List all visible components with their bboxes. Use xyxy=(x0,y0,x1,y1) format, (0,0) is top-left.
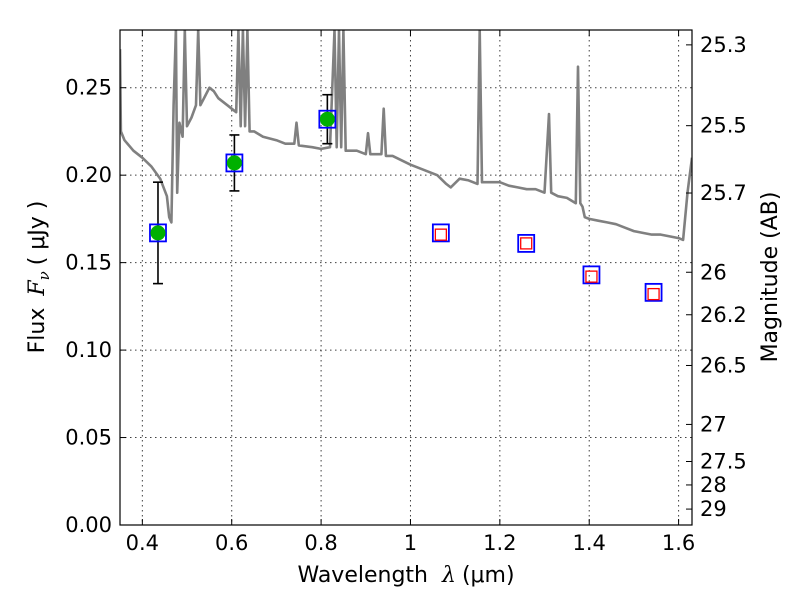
predicted-square xyxy=(647,287,660,301)
mag-tick-label: 28 xyxy=(700,473,727,497)
model-spectrum xyxy=(120,30,692,242)
x-tick-label: 1.2 xyxy=(483,531,516,555)
x-tick-label: 1.6 xyxy=(662,531,695,555)
observed-point xyxy=(319,111,335,127)
predicted-square xyxy=(585,270,598,283)
mag-tick-label: 27.5 xyxy=(700,450,747,474)
predicted-square xyxy=(434,228,448,241)
y-tick-label: 0.15 xyxy=(65,251,112,275)
mag-tick-label: 27 xyxy=(700,412,727,436)
right-axis-label: Magnitude (AB) xyxy=(758,192,783,363)
y-tick-label: 0.00 xyxy=(65,513,112,537)
x-tick-label: 1.4 xyxy=(573,531,606,555)
model-square xyxy=(582,265,601,285)
mag-tick-label: 25.3 xyxy=(700,33,747,57)
y-axis-label: FluxFν( μJy ) xyxy=(25,201,53,354)
predicted-square xyxy=(520,237,533,250)
plot-frame xyxy=(119,29,693,526)
axis-ticks: 0.4 0.6 0.8 1 1.2 1.4 1.6 0.00 0.05 0.10 0.15 0.20 0… xyxy=(65,30,747,555)
mag-tick-label: 29 xyxy=(700,497,727,521)
model-square xyxy=(517,233,536,253)
data-points xyxy=(149,93,663,302)
y-tick-label: 0.20 xyxy=(65,163,112,187)
mag-tick-label: 26.2 xyxy=(700,303,747,327)
y-tick-label: 0.10 xyxy=(65,338,112,362)
spectrum-line xyxy=(120,30,692,242)
model-square xyxy=(225,153,244,173)
y-tick-label: 0.05 xyxy=(65,426,112,450)
x-axis-label: Wavelength λ (μm) xyxy=(297,563,514,588)
grid xyxy=(120,30,692,526)
observed-point xyxy=(150,225,166,241)
mag-tick-label: 26 xyxy=(700,260,727,284)
x-tick-label: 0.4 xyxy=(126,531,159,555)
mag-tick-label: 25.7 xyxy=(700,181,747,205)
mag-tick-label: 26.5 xyxy=(700,353,747,377)
model-square xyxy=(431,223,450,243)
x-tick-label: 1 xyxy=(404,531,417,555)
mag-tick-label: 25.5 xyxy=(700,114,747,138)
x-tick-label: 0.8 xyxy=(304,531,337,555)
model-square xyxy=(149,223,167,243)
x-tick-label: 0.6 xyxy=(215,531,248,555)
y-tick-label: 0.25 xyxy=(65,76,112,100)
observed-point xyxy=(226,155,242,171)
model-square xyxy=(644,282,663,302)
model-square xyxy=(318,109,337,129)
